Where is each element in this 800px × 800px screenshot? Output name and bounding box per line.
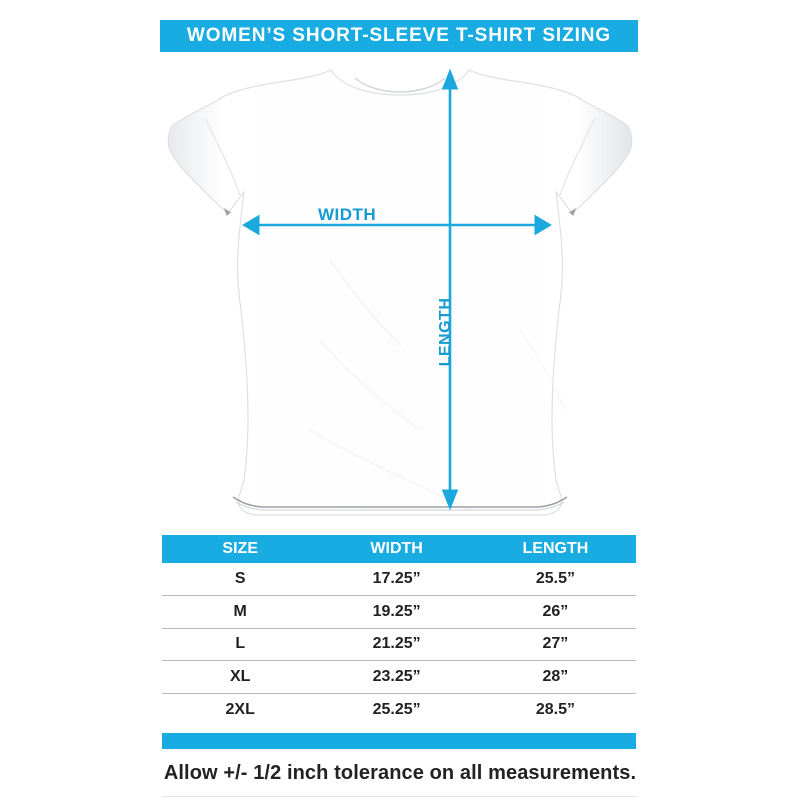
svg-text:LENGTH: LENGTH: [437, 298, 454, 367]
svg-text:WIDTH: WIDTH: [318, 205, 376, 224]
